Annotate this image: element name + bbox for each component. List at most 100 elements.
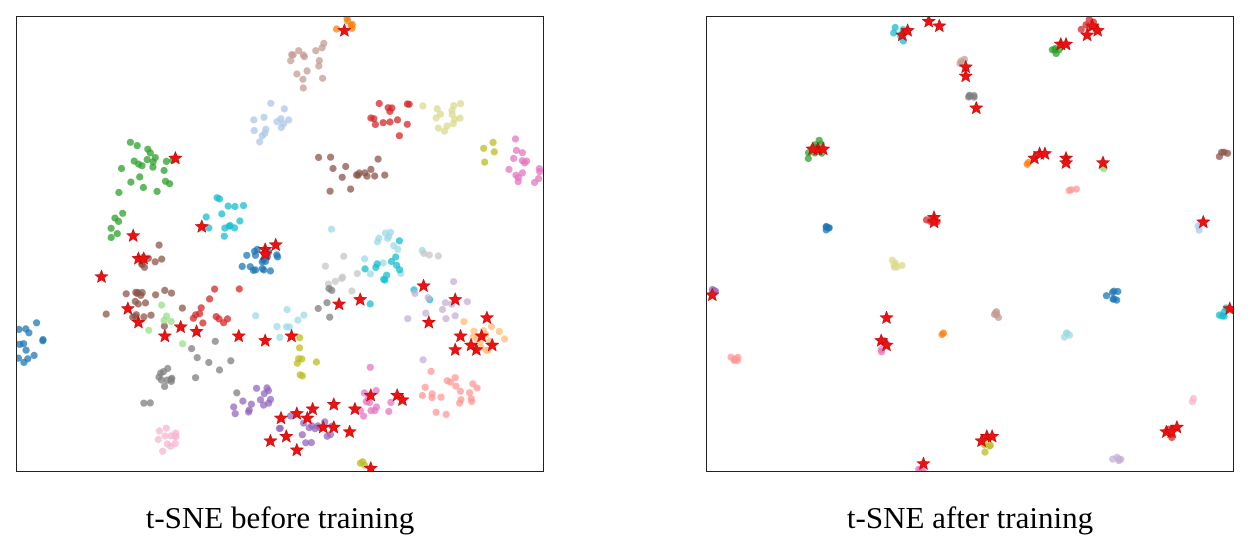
scatter-point-blue — [238, 262, 246, 270]
scatter-point-brown — [167, 289, 176, 297]
scatter-point-red — [220, 319, 228, 327]
scatter-point-purple — [298, 431, 306, 439]
scatter-point-green — [107, 233, 115, 242]
scatter-point-salmon — [446, 378, 454, 386]
scatter-point-salmon — [442, 410, 450, 418]
scatter-point-brown — [342, 162, 350, 171]
scatter-point-gray — [323, 299, 331, 307]
scatter-point-lightpink — [171, 432, 179, 440]
star-marker — [189, 323, 204, 338]
scatter-point-khaki — [457, 100, 465, 108]
scatter-point-blue — [33, 319, 41, 327]
scatter-point-blue — [249, 266, 257, 274]
scatter-point-orange — [1024, 158, 1032, 167]
scatter-point-lightblue — [250, 127, 258, 135]
scatter-point-red — [212, 313, 220, 321]
scatter-point-tan — [293, 70, 301, 78]
scatter-point-lavender — [463, 298, 471, 306]
scatter-point-lightblue — [280, 105, 288, 113]
scatter-point-brown — [155, 241, 163, 249]
scatter-point-red — [375, 99, 383, 108]
scatter-point-brown — [151, 258, 159, 266]
scatter-point-red — [206, 295, 214, 303]
scatter-point-pink — [518, 169, 526, 177]
scatter-point-blue — [17, 354, 22, 362]
scatter-point-salmon — [456, 387, 464, 395]
scatter-point-lavender — [438, 305, 447, 314]
star-marker — [157, 328, 173, 343]
scatter-point-purple — [308, 422, 316, 430]
scatter-point-lavender — [450, 278, 458, 286]
scatter-point-brown — [367, 165, 375, 173]
scatter-point-paleblue — [361, 255, 369, 263]
star-marker — [395, 392, 410, 407]
scatter-point-red — [211, 285, 219, 293]
scatter-point-cyan — [387, 257, 395, 266]
scatter-point-lightblue — [267, 99, 275, 107]
scatter-point-red — [196, 310, 204, 318]
scatter-point-pink — [367, 407, 375, 415]
scatter-point-salmon — [437, 393, 445, 401]
scatter-point-paleblue — [1063, 329, 1071, 337]
scatter-point-blue — [17, 340, 24, 348]
scatter-point-cyan — [202, 213, 210, 221]
star-marker — [125, 228, 141, 243]
scatter-point-red — [405, 100, 413, 108]
scatter-point-purple — [256, 396, 265, 404]
scatter-point-lightblue — [260, 113, 268, 121]
scatter-point-gray — [328, 286, 336, 294]
scatter-point-lavender — [451, 312, 459, 320]
scatter-point-brown — [1220, 148, 1228, 156]
scatter-point-salmon — [1065, 187, 1073, 195]
scatter-point-purple — [231, 410, 239, 418]
scatter-point-lightgreen — [145, 326, 153, 334]
scatter-point-khaki — [440, 127, 449, 135]
scatter-point-paleblue — [375, 234, 383, 242]
scatter-point-gray — [146, 399, 154, 407]
scatter-point-red — [403, 120, 411, 128]
scatter-point-red — [1077, 25, 1085, 33]
scatter-point-green — [126, 138, 134, 146]
star-marker — [447, 342, 463, 357]
star-marker — [289, 405, 305, 420]
scatter-point-salmon — [421, 383, 429, 391]
scatter-point-blue — [17, 339, 18, 344]
scatter-point-brown — [315, 153, 323, 161]
tsne-after-scatter — [707, 17, 1233, 471]
scatter-point-lavender — [441, 299, 449, 307]
scatter-point-blue — [30, 351, 38, 359]
scatter-point-green — [139, 183, 147, 192]
scatter-point-salmon — [467, 395, 475, 403]
scatter-point-cyan — [218, 210, 226, 218]
scatter-point-pink — [510, 154, 518, 162]
star-marker — [879, 310, 894, 325]
scatter-point-red — [386, 118, 394, 126]
scatter-point-brown — [371, 172, 379, 180]
scatter-point-paleblue — [294, 316, 302, 324]
star-marker — [131, 314, 146, 329]
star-marker — [194, 219, 210, 233]
star-marker — [120, 301, 136, 316]
scatter-point-lightpink — [1188, 398, 1196, 406]
scatter-point-khaki — [432, 114, 440, 122]
star-marker — [257, 333, 273, 347]
scatter-point-brown — [131, 297, 139, 305]
scatter-point-brown — [152, 291, 160, 299]
scatter-point-brown — [329, 164, 337, 173]
scatter-point-tan — [288, 51, 296, 59]
scatter-point-khaki — [893, 263, 901, 271]
scatter-point-blue — [274, 253, 282, 261]
star-marker — [921, 17, 937, 28]
scatter-point-purple — [253, 384, 261, 392]
scatter-point-green — [162, 157, 170, 165]
star-marker — [805, 141, 820, 156]
scatter-point-olive — [312, 358, 320, 366]
scatter-point-red — [371, 120, 379, 129]
scatter-point-lavender — [422, 309, 430, 317]
scatter-point-brown — [131, 312, 139, 321]
scatter-point-blue — [260, 266, 268, 274]
scatter-point-brown — [338, 173, 346, 181]
scatter-point-green — [113, 230, 121, 238]
scatter-point-red — [922, 216, 931, 224]
scatter-point-blue — [20, 358, 28, 366]
